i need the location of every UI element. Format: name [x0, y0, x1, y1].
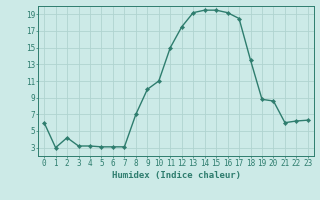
X-axis label: Humidex (Indice chaleur): Humidex (Indice chaleur) — [111, 171, 241, 180]
